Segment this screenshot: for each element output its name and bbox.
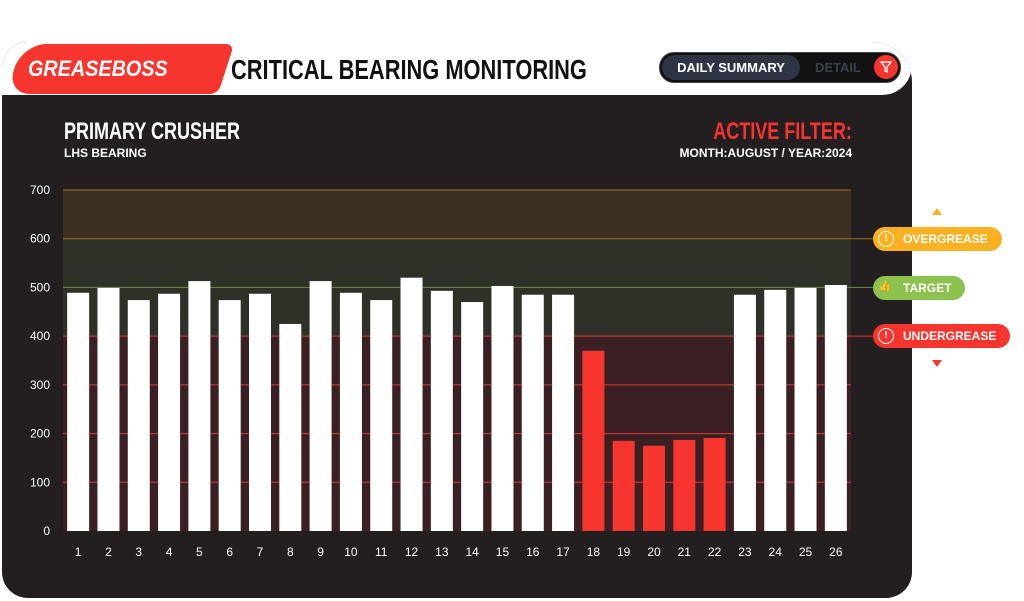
- bar: [309, 281, 332, 531]
- x-tick-label: 25: [799, 545, 813, 559]
- logo-text: GREASEBOSS: [28, 56, 168, 81]
- x-tick-label: 21: [678, 545, 692, 559]
- x-tick-label: 11: [375, 545, 388, 559]
- bar: [643, 445, 665, 531]
- x-tick-label: 3: [135, 545, 142, 559]
- bar: [764, 289, 787, 531]
- bar: [521, 294, 544, 531]
- x-tick-label: 20: [647, 545, 661, 559]
- bar: [400, 277, 423, 531]
- bar: [370, 300, 393, 531]
- overgrease-zone: [63, 190, 851, 239]
- undergrease-badge: ! UNDERGREASE: [873, 324, 1011, 348]
- y-tick-label: 600: [30, 232, 50, 246]
- bar: [218, 300, 241, 531]
- bar: [97, 287, 120, 531]
- active-filter-title: ACTIVE FILTER:: [713, 118, 852, 145]
- arrow-down-icon: [932, 360, 942, 367]
- y-tick-label: 200: [30, 427, 50, 441]
- target-label: TARGET: [903, 281, 952, 295]
- y-tick-label: 400: [30, 329, 50, 343]
- y-tick-label: 100: [30, 475, 50, 489]
- undergrease-label: UNDERGREASE: [903, 329, 997, 343]
- y-tick-label: 500: [30, 280, 50, 294]
- x-tick-label: 14: [465, 545, 479, 559]
- x-tick-label: 17: [556, 545, 570, 559]
- bar: [67, 292, 90, 531]
- y-tick-label: 0: [43, 524, 50, 538]
- x-tick-label: 13: [435, 545, 449, 559]
- filter-icon: [879, 61, 893, 74]
- x-tick-label: 12: [405, 545, 419, 559]
- x-tick-label: 9: [317, 545, 324, 559]
- x-tick-label: 10: [344, 545, 358, 559]
- tab-daily-summary[interactable]: DAILY SUMMARY: [662, 55, 800, 80]
- x-tick-label: 26: [829, 545, 843, 559]
- bar: [491, 285, 514, 531]
- overgrease-badge: ! OVERGREASE: [873, 227, 1002, 251]
- overgrease-label: OVERGREASE: [903, 232, 988, 246]
- x-tick-label: 5: [196, 545, 203, 559]
- bar: [733, 294, 756, 531]
- bar: [612, 440, 635, 531]
- section-title: PRIMARY CRUSHER: [64, 118, 241, 145]
- x-tick-label: 6: [226, 545, 233, 559]
- bar: [461, 302, 484, 531]
- bar: [279, 323, 302, 531]
- x-tick-label: 23: [738, 545, 752, 559]
- x-tick-label: 4: [166, 545, 173, 559]
- y-tick-label: 300: [30, 378, 50, 392]
- bar: [703, 437, 726, 531]
- section-subtitle: LHS BEARING: [64, 146, 147, 160]
- bar: [339, 292, 362, 531]
- filter-button[interactable]: [874, 55, 898, 79]
- page-title: CRITICAL BEARING MONITORING: [231, 54, 587, 85]
- bar: [249, 293, 271, 531]
- alert-icon: !: [878, 328, 894, 344]
- header: GREASEBOSS CRITICAL BEARING MONITORING D…: [2, 42, 912, 95]
- x-tick-label: 16: [526, 545, 540, 559]
- bar: [582, 350, 605, 531]
- bar: [127, 300, 150, 531]
- x-tick-label: 8: [287, 545, 294, 559]
- tab-detail[interactable]: DETAIL: [815, 60, 861, 75]
- active-filter-value: MONTH:AUGUST / YEAR:2024: [679, 146, 852, 160]
- bar: [188, 281, 211, 531]
- bar: [158, 293, 181, 531]
- bar: [430, 290, 453, 531]
- bar: [673, 439, 696, 531]
- thumbs-up-icon: 👍: [878, 281, 892, 292]
- alert-icon: !: [878, 231, 894, 247]
- x-tick-label: 22: [708, 545, 722, 559]
- arrow-up-icon: [932, 208, 942, 215]
- x-tick-label: 7: [257, 545, 264, 559]
- y-tick-label: 700: [30, 183, 50, 197]
- bar: [824, 284, 847, 531]
- x-tick-label: 18: [587, 545, 601, 559]
- bar: [552, 294, 575, 531]
- x-tick-label: 1: [75, 545, 82, 559]
- x-tick-label: 15: [496, 545, 510, 559]
- x-tick-label: 2: [105, 545, 112, 559]
- bar: [794, 287, 817, 531]
- x-tick-label: 19: [617, 545, 631, 559]
- target-badge: 👍 TARGET: [873, 276, 966, 300]
- view-toggle: DAILY SUMMARY DETAIL: [659, 52, 901, 83]
- x-tick-label: 24: [769, 545, 783, 559]
